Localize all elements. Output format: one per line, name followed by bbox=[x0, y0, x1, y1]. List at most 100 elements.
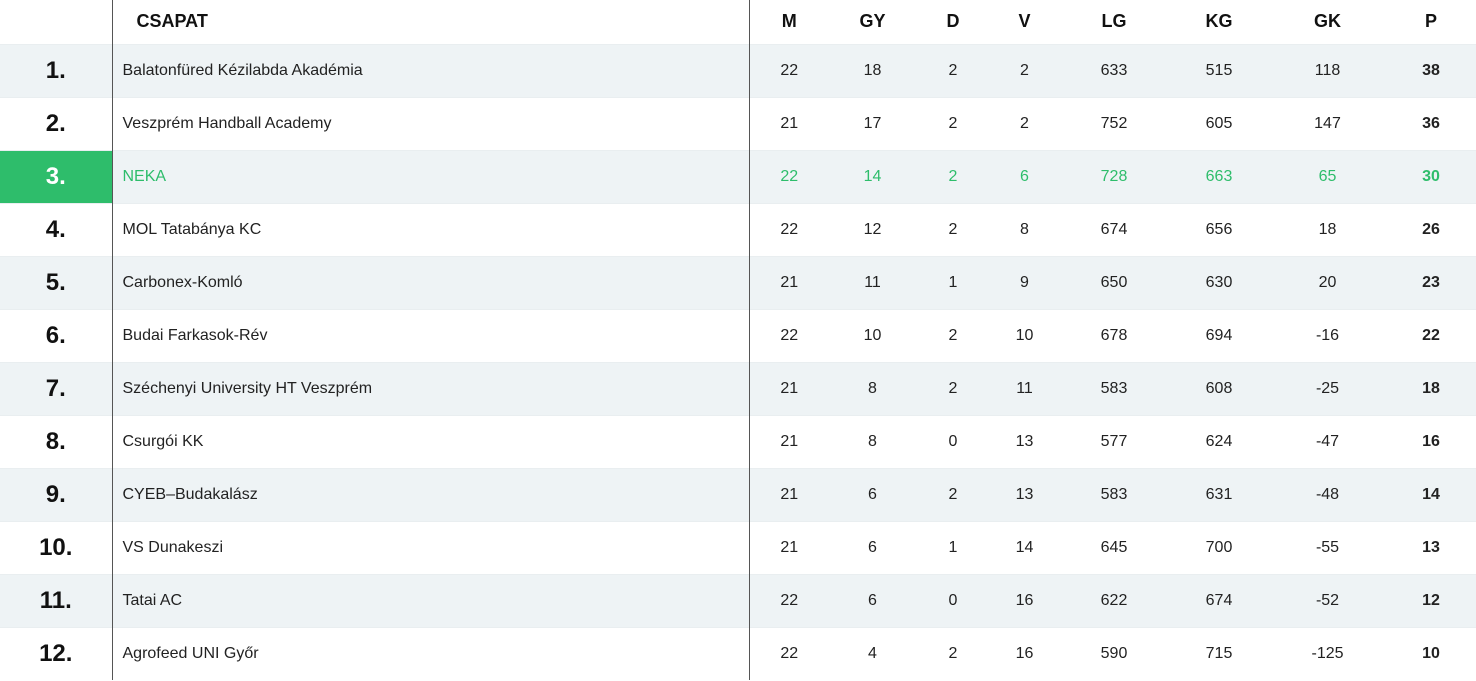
team-name: Széchenyi University HT Veszprém bbox=[112, 362, 750, 415]
team-name: Agrofeed UNI Győr bbox=[112, 627, 750, 680]
wins-cell: 14 bbox=[863, 167, 882, 185]
losses-cell: 14 bbox=[1015, 538, 1034, 556]
team-name: VS Dunakeszi bbox=[112, 521, 750, 574]
table-row: 5. Carbonex-Komló 21 11 1 9 650 630 20 2… bbox=[0, 256, 1476, 309]
rank-cell: 3. bbox=[0, 150, 113, 203]
draws-cell: 0 bbox=[948, 591, 958, 609]
rank-cell: 1. bbox=[0, 44, 113, 97]
team-name: MOL Tatabánya KC bbox=[112, 203, 750, 256]
matches-cell: 21 bbox=[780, 485, 799, 503]
table-row: 4. MOL Tatabánya KC 22 12 2 8 674 656 18… bbox=[0, 203, 1476, 256]
matches-cell: 22 bbox=[780, 644, 799, 662]
goals-scored-cell: 583 bbox=[1100, 379, 1128, 397]
losses-cell: 16 bbox=[1015, 644, 1034, 662]
points-cell: 22 bbox=[1422, 326, 1440, 344]
goals-scored-cell: 678 bbox=[1100, 326, 1128, 344]
goals-conceded-cell: 631 bbox=[1205, 485, 1233, 503]
draws-cell: 2 bbox=[948, 326, 958, 344]
losses-cell: 9 bbox=[1020, 273, 1029, 291]
goals-scored-cell: 645 bbox=[1100, 538, 1128, 556]
table-row: 10. VS Dunakeszi 21 6 1 14 645 700 -55 1… bbox=[0, 521, 1476, 574]
table-header: CSAPAT M GY D V LG KG GK P bbox=[0, 0, 1476, 44]
table-row: 9. CYEB–Budakalász 21 6 2 13 583 631 -48… bbox=[0, 468, 1476, 521]
goals-scored-cell: 577 bbox=[1100, 432, 1128, 450]
goals-scored-cell: 590 bbox=[1100, 644, 1128, 662]
wins-cell: 6 bbox=[868, 591, 877, 609]
losses-cell: 16 bbox=[1015, 591, 1034, 609]
goals-conceded-cell: 515 bbox=[1205, 61, 1233, 79]
draws-cell: 2 bbox=[948, 379, 958, 397]
header-row: CSAPAT M GY D V LG KG GK P bbox=[0, 0, 1476, 44]
matches-cell: 22 bbox=[780, 167, 799, 185]
rank-cell: 6. bbox=[0, 309, 113, 362]
wins-cell: 18 bbox=[863, 61, 882, 79]
goals-scored-cell: 728 bbox=[1100, 167, 1128, 185]
wins-cell: 11 bbox=[864, 273, 881, 291]
goal-difference-cell: -47 bbox=[1315, 432, 1340, 450]
wins-cell: 10 bbox=[863, 326, 882, 344]
team-name: Tatai AC bbox=[112, 574, 750, 627]
draws-cell: 2 bbox=[948, 220, 958, 238]
rank-cell: 7. bbox=[0, 362, 113, 415]
team-name: Balatonfüred Kézilabda Akadémia bbox=[112, 44, 750, 97]
points-cell: 23 bbox=[1422, 273, 1440, 291]
losses-cell: 2 bbox=[1020, 61, 1029, 79]
wins-cell: 17 bbox=[863, 114, 882, 132]
rank-cell: 9. bbox=[0, 468, 113, 521]
matches-cell: 21 bbox=[780, 114, 799, 132]
goals-conceded-cell: 694 bbox=[1205, 326, 1233, 344]
losses-cell: 10 bbox=[1015, 326, 1034, 344]
goals-conceded-cell: 605 bbox=[1205, 114, 1233, 132]
header-draws: D bbox=[916, 0, 990, 44]
matches-cell: 22 bbox=[780, 220, 799, 238]
points-cell: 14 bbox=[1422, 485, 1440, 503]
team-name: CYEB–Budakalász bbox=[112, 468, 750, 521]
losses-cell: 13 bbox=[1015, 485, 1034, 503]
matches-cell: 22 bbox=[780, 326, 799, 344]
table-row: 12. Agrofeed UNI Győr 22 4 2 16 590 715 … bbox=[0, 627, 1476, 680]
header-points: P bbox=[1386, 0, 1476, 44]
goals-conceded-cell: 674 bbox=[1205, 591, 1233, 609]
goals-scored-cell: 752 bbox=[1100, 114, 1128, 132]
goal-difference-cell: -52 bbox=[1315, 591, 1340, 609]
team-name: NEKA bbox=[112, 150, 750, 203]
table-row: 7. Széchenyi University HT Veszprém 21 8… bbox=[0, 362, 1476, 415]
goal-difference-cell: 118 bbox=[1314, 61, 1341, 79]
goals-scored-cell: 583 bbox=[1100, 485, 1128, 503]
table-row: 8. Csurgói KK 21 8 0 13 577 624 -47 16 bbox=[0, 415, 1476, 468]
matches-cell: 22 bbox=[780, 591, 799, 609]
table-row: 2. Veszprém Handball Academy 21 17 2 2 7… bbox=[0, 97, 1476, 150]
wins-cell: 8 bbox=[868, 432, 877, 450]
matches-cell: 21 bbox=[780, 432, 799, 450]
draws-cell: 2 bbox=[948, 61, 958, 79]
losses-cell: 13 bbox=[1015, 432, 1034, 450]
rank-cell: 11. bbox=[0, 574, 113, 627]
team-name: Veszprém Handball Academy bbox=[112, 97, 750, 150]
goals-conceded-cell: 715 bbox=[1205, 644, 1233, 662]
points-cell: 10 bbox=[1422, 644, 1440, 662]
draws-cell: 2 bbox=[948, 644, 958, 662]
losses-cell: 6 bbox=[1020, 167, 1029, 185]
header-matches: M bbox=[749, 0, 829, 44]
wins-cell: 12 bbox=[863, 220, 882, 238]
draws-cell: 1 bbox=[948, 273, 958, 291]
rank-cell: 5. bbox=[0, 256, 113, 309]
header-team: CSAPAT bbox=[112, 0, 750, 44]
rank-cell: 10. bbox=[0, 521, 113, 574]
goal-difference-cell: 18 bbox=[1318, 220, 1337, 238]
points-cell: 38 bbox=[1422, 61, 1440, 79]
losses-cell: 11 bbox=[1016, 379, 1033, 397]
goals-scored-cell: 650 bbox=[1100, 273, 1128, 291]
points-cell: 13 bbox=[1422, 538, 1440, 556]
goal-difference-cell: 147 bbox=[1314, 114, 1341, 132]
draws-cell: 2 bbox=[948, 485, 958, 503]
points-cell: 16 bbox=[1422, 432, 1440, 450]
goal-difference-cell: -48 bbox=[1315, 485, 1340, 503]
matches-cell: 22 bbox=[780, 61, 799, 79]
matches-cell: 21 bbox=[780, 273, 799, 291]
goals-conceded-cell: 624 bbox=[1205, 432, 1233, 450]
table-row: 6. Budai Farkasok-Rév 22 10 2 10 678 694… bbox=[0, 309, 1476, 362]
header-goal-difference: GK bbox=[1269, 0, 1386, 44]
goals-conceded-cell: 656 bbox=[1205, 220, 1233, 238]
